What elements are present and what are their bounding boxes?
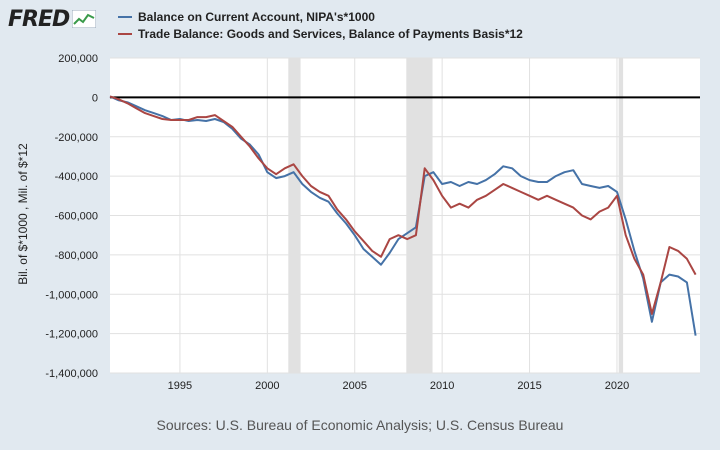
legend-label: Balance on Current Account, NIPA's*1000: [138, 9, 375, 24]
source-note: Sources: U.S. Bureau of Economic Analysi…: [156, 417, 564, 433]
legend-swatch-blue: [118, 15, 132, 18]
x-tick-label: 1995: [168, 380, 192, 392]
x-tick-label: 2000: [255, 380, 279, 392]
chart-legend: Balance on Current Account, NIPA's*1000 …: [118, 8, 523, 42]
y-tick-label: -800,000: [55, 250, 98, 262]
x-tick-label: 2010: [430, 380, 454, 392]
legend-item-current-account[interactable]: Balance on Current Account, NIPA's*1000: [118, 8, 523, 25]
y-tick-label: 200,000: [58, 53, 98, 65]
legend-swatch-red: [118, 32, 132, 35]
x-tick-label: 2005: [342, 380, 366, 392]
logo-text: FRED: [8, 6, 70, 32]
x-tick-label: 2020: [605, 380, 629, 392]
legend-label: Trade Balance: Goods and Services, Balan…: [138, 26, 523, 41]
y-tick-label: 0: [92, 92, 98, 104]
legend-item-trade-balance[interactable]: Trade Balance: Goods and Services, Balan…: [118, 25, 523, 42]
fred-logo[interactable]: FRED: [8, 5, 97, 33]
y-axis-label: Bil. of $*1000 , Mil. of $*12: [16, 143, 30, 285]
y-tick-label: -1,200,000: [45, 329, 98, 341]
line-chart: 200,000 0 -200,000 -400,000 -600,000 -800,000…: [45, 53, 700, 392]
y-tick-label: -1,000,000: [45, 289, 98, 301]
y-tick-label: -1,400,000: [45, 368, 98, 380]
logo-graph-icon: [72, 10, 97, 28]
x-tick-label: 2015: [517, 380, 541, 392]
y-tick-label: -200,000: [55, 132, 98, 144]
series-line-trade-balance: [109, 95, 697, 315]
y-tick-label: -600,000: [55, 211, 98, 223]
y-tick-label: -400,000: [55, 171, 98, 183]
